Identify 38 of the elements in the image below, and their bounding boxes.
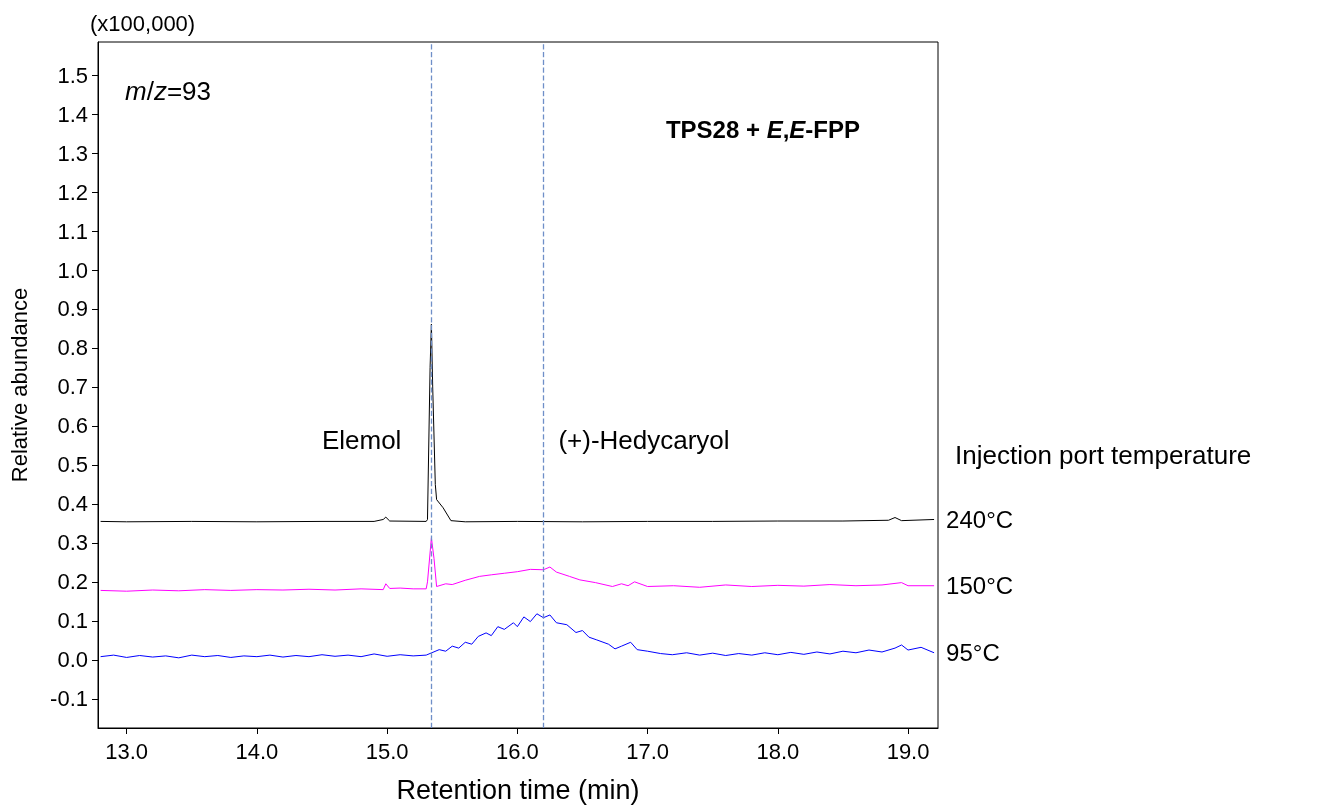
y-tick-label: 1.5	[57, 62, 88, 88]
series-label: 240°C	[946, 505, 1014, 533]
x-tick-label: 16.0	[495, 738, 539, 764]
y-tick-label: 0.9	[57, 296, 88, 322]
series-label: 150°C	[946, 572, 1014, 600]
line-series	[100, 323, 935, 523]
annotation: Elemol	[321, 424, 402, 455]
x-tick-label: 13.0	[105, 738, 149, 764]
y-tick-label: 0.2	[57, 569, 88, 595]
y-tick-label: -0.1	[50, 686, 88, 712]
y-tick-label: 1.0	[57, 257, 88, 283]
text: (x100,000)	[90, 10, 196, 36]
x-tick-label: 18.0	[756, 738, 800, 764]
x-axis-title: Retention time (min)	[396, 774, 640, 805]
x-tick-label: 19.0	[886, 738, 930, 764]
y-tick-label: 0.3	[57, 530, 88, 556]
y-axis-title: Relative abundance	[6, 287, 32, 483]
y-tick-label: 0.0	[57, 647, 88, 673]
x-tick-label: 14.0	[235, 738, 279, 764]
y-tick-label: 0.5	[57, 452, 88, 478]
y-tick-label: 0.1	[57, 608, 88, 634]
text: TPS28 + E,E-FPP	[665, 115, 860, 143]
y-tick-label: 0.4	[57, 491, 88, 517]
line-series	[100, 537, 935, 592]
y-tick-label: 1.3	[57, 140, 88, 166]
series-label: 95°C	[946, 639, 1000, 667]
y-tick-label: 0.7	[57, 374, 88, 400]
x-tick-label: 17.0	[626, 738, 669, 764]
y-tick-label: 0.6	[57, 413, 88, 439]
y-tick-label: 1.1	[57, 218, 88, 244]
x-tick-label: 15.0	[365, 738, 409, 764]
line-series	[100, 613, 935, 659]
y-tick-label: 0.8	[57, 335, 88, 361]
text: Injection port temperature	[955, 440, 1252, 470]
annotation: m/z=93	[125, 76, 211, 106]
annotation: (+)-Hedycaryol	[558, 424, 730, 455]
y-tick-label: 1.2	[57, 179, 88, 205]
y-tick-label: 1.4	[57, 101, 88, 127]
